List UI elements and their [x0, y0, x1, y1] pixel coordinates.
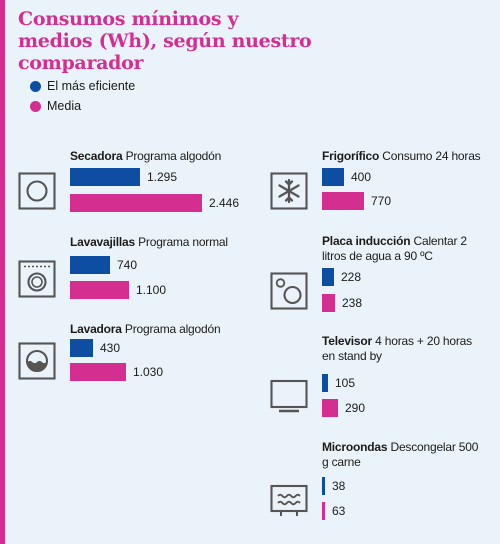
- appliance-name: Secadora: [70, 149, 123, 163]
- appliance-title-dishwasher: Lavavajillas Programa normal: [70, 235, 260, 250]
- value-efficient-dryer: 1.295: [147, 170, 178, 184]
- bar-efficient-induction-hob: [322, 268, 334, 286]
- value-efficient-microwave: 38: [332, 479, 346, 493]
- appliance-title-washing-machine: Lavadora Programa algodón: [70, 322, 260, 337]
- appliance-detail: 4 horas + 20 horas en stand by: [322, 334, 472, 363]
- value-average-fridge: 770: [371, 194, 392, 208]
- bar-average-tv: [322, 399, 338, 417]
- bar-efficient-dishwasher: [70, 256, 110, 274]
- bar-efficient-fridge: [322, 168, 344, 186]
- bar-average-microwave: [322, 502, 325, 520]
- value-efficient-dishwasher: 740: [117, 258, 138, 272]
- appliance-title-fridge: Frigorífico Consumo 24 horas: [322, 149, 492, 164]
- value-efficient-tv: 105: [335, 376, 356, 390]
- bar-efficient-washing-machine: [70, 339, 93, 357]
- legend-label-average: Media: [47, 99, 82, 113]
- bar-efficient-microwave: [322, 477, 325, 495]
- appliance-name: Frigorífico: [322, 149, 380, 163]
- value-efficient-fridge: 400: [351, 170, 372, 184]
- appliance-name: Lavavajillas: [70, 235, 135, 249]
- legend-item-efficient: El más eficiente: [30, 79, 135, 93]
- appliance-detail: Descongelar 500 g carne: [322, 440, 479, 469]
- legend-swatch-average: [30, 100, 41, 112]
- appliance-title-dryer: Secadora Programa algodón: [70, 149, 260, 164]
- appliance-name: Lavadora: [70, 322, 122, 336]
- value-average-washing-machine: 1.030: [133, 365, 164, 379]
- appliance-detail: Programa algodón: [121, 322, 221, 336]
- appliance-title-induction-hob: Placa inducción Calentar 2 litros de agu…: [322, 234, 492, 264]
- fridge-icon: [270, 172, 308, 215]
- bar-average-washing-machine: [70, 363, 126, 381]
- value-average-dryer: 2.446: [209, 196, 240, 210]
- appliance-name: Televisor: [322, 334, 373, 348]
- washing-machine-icon: [18, 342, 56, 385]
- appliance-title-tv: Televisor 4 horas + 20 horas en stand by: [322, 334, 487, 364]
- bar-average-induction-hob: [322, 294, 335, 312]
- bar-average-dryer: [70, 194, 202, 212]
- value-average-microwave: 63: [332, 504, 346, 518]
- value-efficient-washing-machine: 430: [100, 341, 121, 355]
- microwave-icon: [270, 482, 308, 525]
- value-efficient-induction-hob: 228: [341, 270, 362, 284]
- appliance-title-microwave: Microondas Descongelar 500 g carne: [322, 440, 487, 470]
- accent-rule: [0, 0, 5, 544]
- dryer-icon: [18, 172, 56, 215]
- value-average-induction-hob: 238: [342, 296, 363, 310]
- value-average-tv: 290: [345, 401, 366, 415]
- appliance-detail: Programa algodón: [122, 149, 222, 163]
- value-average-dishwasher: 1.100: [136, 283, 167, 297]
- legend-label-efficient: El más eficiente: [47, 79, 136, 93]
- appliance-name: Microondas: [322, 440, 388, 454]
- chart-title: Consumos mínimos y medios (Wh), según nu…: [18, 8, 312, 74]
- bar-efficient-tv: [322, 374, 328, 392]
- bar-average-dishwasher: [70, 281, 129, 299]
- legend-item-average: Media: [30, 99, 81, 113]
- appliance-detail: Consumo 24 horas: [379, 149, 481, 163]
- induction-hob-icon: [270, 272, 308, 315]
- dishwasher-icon: [18, 260, 56, 303]
- appliance-detail: Calentar 2 litros de agua a 90 ºC: [322, 234, 467, 263]
- appliance-name: Placa inducción: [322, 234, 411, 248]
- bar-efficient-dryer: [70, 168, 140, 186]
- appliance-detail: Programa normal: [134, 235, 228, 249]
- tv-icon: [270, 378, 308, 421]
- legend-swatch-efficient: [30, 80, 41, 92]
- bar-average-fridge: [322, 192, 364, 210]
